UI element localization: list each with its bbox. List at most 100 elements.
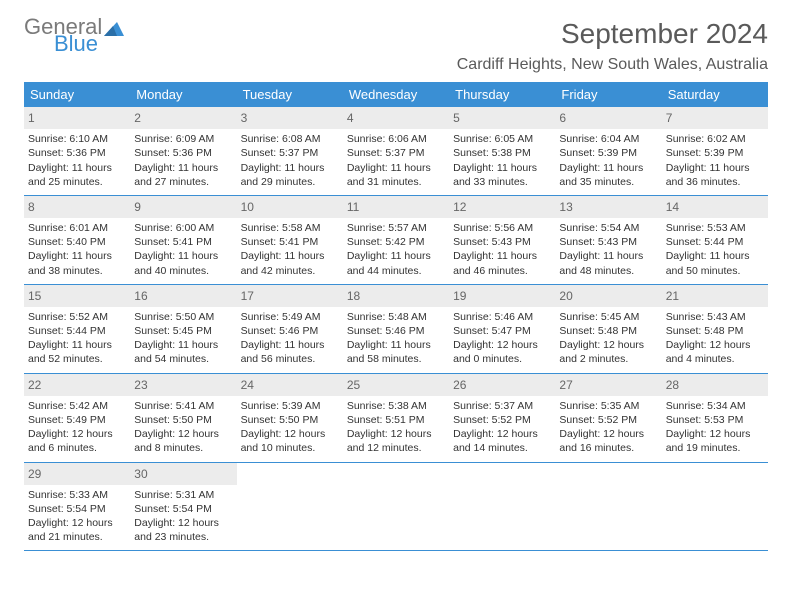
day-cell: 27Sunrise: 5:35 AMSunset: 5:52 PMDayligh… [555, 374, 661, 462]
weeks-container: 1Sunrise: 6:10 AMSunset: 5:36 PMDaylight… [24, 107, 768, 551]
day-info-line: Daylight: 11 hours [241, 338, 339, 352]
day-number: 13 [555, 196, 661, 218]
day-info-line: Sunset: 5:52 PM [453, 413, 551, 427]
day-info-line: Sunrise: 5:48 AM [347, 310, 445, 324]
day-info-line: Sunrise: 5:31 AM [134, 488, 232, 502]
day-cell: 18Sunrise: 5:48 AMSunset: 5:46 PMDayligh… [343, 285, 449, 373]
day-info-line: and 40 minutes. [134, 264, 232, 278]
day-info-line: Sunset: 5:44 PM [666, 235, 764, 249]
day-info-line: Sunset: 5:46 PM [241, 324, 339, 338]
day-info-line: Daylight: 11 hours [453, 249, 551, 263]
day-cell: 15Sunrise: 5:52 AMSunset: 5:44 PMDayligh… [24, 285, 130, 373]
day-info-line: Sunrise: 5:43 AM [666, 310, 764, 324]
day-cell: 12Sunrise: 5:56 AMSunset: 5:43 PMDayligh… [449, 196, 555, 284]
day-info-line: and 36 minutes. [666, 175, 764, 189]
day-info-line: and 6 minutes. [28, 441, 126, 455]
day-cell: 17Sunrise: 5:49 AMSunset: 5:46 PMDayligh… [237, 285, 343, 373]
day-info-line: Sunset: 5:50 PM [241, 413, 339, 427]
day-info-line: and 42 minutes. [241, 264, 339, 278]
day-info-line: Daylight: 11 hours [559, 249, 657, 263]
day-info-line: Daylight: 12 hours [134, 427, 232, 441]
day-info-line: Sunrise: 5:39 AM [241, 399, 339, 413]
day-number: 12 [449, 196, 555, 218]
day-info-line: Sunset: 5:50 PM [134, 413, 232, 427]
day-cell: 8Sunrise: 6:01 AMSunset: 5:40 PMDaylight… [24, 196, 130, 284]
day-info-line: Sunrise: 6:01 AM [28, 221, 126, 235]
day-cell: 14 Sunrise: 5:53 AMSunset: 5:44 PMDayligh… [662, 196, 768, 284]
day-of-week: Saturday [662, 82, 768, 107]
day-info-line: Sunset: 5:53 PM [666, 413, 764, 427]
day-info-line: and 8 minutes. [134, 441, 232, 455]
day-info-line: Sunrise: 6:02 AM [666, 132, 764, 146]
day-info-line: Daylight: 12 hours [559, 338, 657, 352]
day-number: 10 [237, 196, 343, 218]
day-number: 9 [130, 196, 236, 218]
day-info-line: and 0 minutes. [453, 352, 551, 366]
day-info-line: Sunset: 5:38 PM [453, 146, 551, 160]
day-cell: 19Sunrise: 5:46 AMSunset: 5:47 PMDayligh… [449, 285, 555, 373]
day-info-line: and 23 minutes. [134, 530, 232, 544]
day-info-line: Sunrise: 5:53 AM [666, 221, 764, 235]
day-info-line: Daylight: 11 hours [347, 249, 445, 263]
day-info-line: and 19 minutes. [666, 441, 764, 455]
day-info-line: and 4 minutes. [666, 352, 764, 366]
day-cell: 1Sunrise: 6:10 AMSunset: 5:36 PMDaylight… [24, 107, 130, 195]
day-cell: 24Sunrise: 5:39 AMSunset: 5:50 PMDayligh… [237, 374, 343, 462]
day-number: 20 [555, 285, 661, 307]
day-info-line: Sunrise: 6:06 AM [347, 132, 445, 146]
day-info-line: Sunrise: 5:38 AM [347, 399, 445, 413]
day-info-line: Sunrise: 5:34 AM [666, 399, 764, 413]
day-cell: 6Sunrise: 6:04 AMSunset: 5:39 PMDaylight… [555, 107, 661, 195]
day-number: 24 [237, 374, 343, 396]
day-cell: 16Sunrise: 5:50 AMSunset: 5:45 PMDayligh… [130, 285, 236, 373]
week-row: 1Sunrise: 6:10 AMSunset: 5:36 PMDaylight… [24, 107, 768, 196]
day-cell: 3Sunrise: 6:08 AMSunset: 5:37 PMDaylight… [237, 107, 343, 195]
day-number: 8 [24, 196, 130, 218]
day-info-line: Sunset: 5:43 PM [559, 235, 657, 249]
day-info-line: and 56 minutes. [241, 352, 339, 366]
day-info-line: and 33 minutes. [453, 175, 551, 189]
day-cell: 11Sunrise: 5:57 AMSunset: 5:42 PMDayligh… [343, 196, 449, 284]
day-info-line: and 14 minutes. [453, 441, 551, 455]
day-info-line: Daylight: 11 hours [28, 338, 126, 352]
day-info-line: and 10 minutes. [241, 441, 339, 455]
day-number: 30 [130, 463, 236, 485]
day-of-week: Sunday [24, 82, 130, 107]
day-info-line: and 48 minutes. [559, 264, 657, 278]
day-info-line: Daylight: 11 hours [134, 249, 232, 263]
day-number: 4 [343, 107, 449, 129]
day-cell: . [237, 463, 343, 551]
day-info-line: Sunrise: 5:41 AM [134, 399, 232, 413]
day-number: 1 [24, 107, 130, 129]
day-info-line: Sunrise: 5:50 AM [134, 310, 232, 324]
day-info-line: Sunrise: 6:04 AM [559, 132, 657, 146]
day-info-line: Daylight: 12 hours [453, 338, 551, 352]
day-info-line: Sunset: 5:42 PM [347, 235, 445, 249]
week-row: 22Sunrise: 5:42 AMSunset: 5:49 PMDayligh… [24, 374, 768, 463]
day-number: 14 [662, 196, 768, 218]
day-info-line: and 16 minutes. [559, 441, 657, 455]
month-title: September 2024 [457, 18, 768, 50]
day-info-line: Daylight: 12 hours [347, 427, 445, 441]
day-info-line: Daylight: 11 hours [666, 249, 764, 263]
day-info-line: Daylight: 12 hours [666, 427, 764, 441]
day-cell: 5Sunrise: 6:05 AMSunset: 5:38 PMDaylight… [449, 107, 555, 195]
week-row: 8Sunrise: 6:01 AMSunset: 5:40 PMDaylight… [24, 196, 768, 285]
day-number: 28 [662, 374, 768, 396]
day-info-line: Daylight: 11 hours [241, 161, 339, 175]
day-info-line: Sunrise: 5:56 AM [453, 221, 551, 235]
day-info-line: and 52 minutes. [28, 352, 126, 366]
day-number: 22 [24, 374, 130, 396]
day-number: 15 [24, 285, 130, 307]
day-number: 18 [343, 285, 449, 307]
day-cell: 2Sunrise: 6:09 AMSunset: 5:36 PMDaylight… [130, 107, 236, 195]
day-number: 17 [237, 285, 343, 307]
day-cell: . [662, 463, 768, 551]
day-info-line: Sunrise: 5:45 AM [559, 310, 657, 324]
day-of-week: Friday [555, 82, 661, 107]
day-info-line: and 21 minutes. [28, 530, 126, 544]
day-info-line: Daylight: 11 hours [134, 338, 232, 352]
day-of-week: Monday [130, 82, 236, 107]
day-info-line: Sunset: 5:37 PM [241, 146, 339, 160]
calendar: SundayMondayTuesdayWednesdayThursdayFrid… [24, 82, 768, 551]
